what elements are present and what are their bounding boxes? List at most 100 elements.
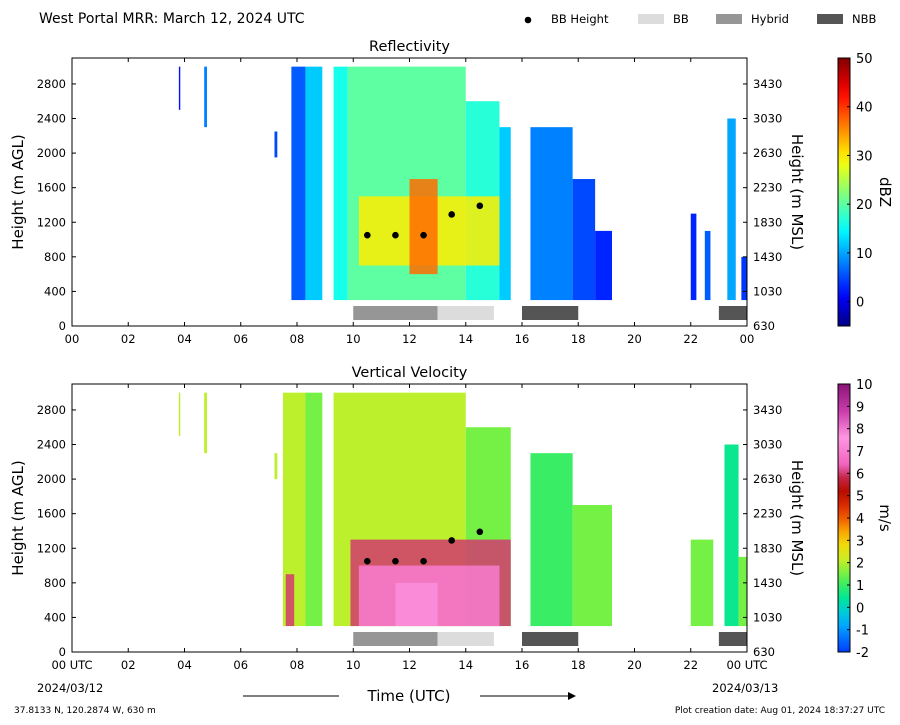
x-axis-title: Time (UTC) [367,687,451,705]
colorbar-tick-label: 3 [856,534,864,549]
colorbar-tick-label: 8 [856,423,864,438]
x-tick-label: 16 [515,658,530,672]
y-tick-label: 2400 [37,112,66,126]
colorbar-tick-label: 4 [856,512,864,527]
x-tick-label: 10 [346,658,361,672]
x-tick-label: 12 [402,658,417,672]
y-tick-label: 800 [44,250,66,264]
bb-height-point [364,557,371,565]
colorbar [837,57,851,327]
bb-height-point [476,528,484,536]
x-tick-label: 14 [458,332,473,346]
legend-nbb-swatch [817,14,843,24]
x-tick-label: 12 [402,332,417,346]
x-tick-label: 04 [177,332,192,346]
legend-nbb-label: NBB [852,12,876,26]
echo-region [724,444,739,627]
y-right-tick-label: 2230 [753,507,782,521]
bb-height-point [420,557,427,565]
echo-region [530,127,573,301]
bb-type-bar [437,306,494,320]
y-right-tick-label: 3030 [753,438,782,452]
bb-type-bar [522,632,579,646]
y-tick-label: 1200 [37,215,66,229]
legend-bb-swatch [638,14,664,24]
y-axis-right-title: Height (m MSL) [788,134,806,250]
y-right-tick-label: 1430 [753,576,782,590]
echo-field [178,392,747,646]
x-tick-label: 04 [177,658,192,672]
colorbar-tick-label: 0 [856,601,864,616]
echo-region [704,230,711,301]
bb-type-bar [718,306,747,320]
bb-type-bar [718,632,747,646]
time-axis-arrowhead [568,692,576,700]
echo-region [178,392,181,436]
echo-region [291,66,306,301]
location-label: 37.8133 N, 120.2874 W, 630 m [14,706,156,716]
y-tick-label: 800 [44,576,66,590]
figure-title: West Portal MRR: March 12, 2024 UTC [39,11,305,27]
bb-height-point [364,231,371,239]
y-right-tick-label: 1830 [753,215,782,229]
x-tick-label: 00 [740,332,755,346]
colorbar-tick-label: 10 [856,378,873,393]
x-tick-label: 20 [627,658,642,672]
y-right-tick-label: 2230 [753,181,782,195]
y-tick-label: 1600 [37,181,66,195]
echo-field [178,66,747,320]
y-tick-label: 0 [59,645,66,659]
x-tick-label: 16 [515,332,530,346]
y-tick-label: 2000 [37,146,66,160]
echo-region [274,131,278,158]
colorbar-tick-label: 2 [856,557,864,572]
y-right-tick-label: 2630 [753,146,782,160]
legend-bb-label: BB [673,12,689,26]
legend-hybrid-label: Hybrid [751,12,789,26]
echo-region [204,66,207,128]
echo-region [690,213,697,301]
echo-region [572,179,596,301]
colorbar-tick-label: -2 [856,646,869,661]
x-tick-label: 22 [683,332,698,346]
x-tick-label: 02 [121,332,136,346]
colorbar-tick-label: 20 [856,198,873,213]
bright-band-region [285,574,295,627]
x-tick-label: 06 [233,332,248,346]
y-right-tick-label: 1030 [753,610,782,624]
y-tick-label: 1200 [37,541,66,555]
x-tick-label: 08 [290,658,305,672]
bb-type-bar [522,306,579,320]
y-tick-label: 0 [59,319,66,333]
y-axis-title: Height (m AGL) [9,134,27,249]
x-tick-label: 20 [627,332,642,346]
y-tick-label: 400 [44,284,66,298]
colorbar-title: m/s [876,504,894,532]
x-tick-label: 14 [458,658,473,672]
bb-height-point [448,537,455,544]
y-right-tick-label: 3430 [753,77,782,91]
echo-region [572,505,612,627]
y-tick-label: 2400 [37,438,66,452]
creation-date-label: Plot creation date: Aug 01, 2024 18:37:2… [675,706,885,716]
x-tick-label: 18 [571,332,586,346]
y-right-tick-label: 630 [753,645,775,659]
x-tick-label: 00 [65,332,80,346]
echo-region [499,127,511,301]
echo-region [305,66,323,301]
y-tick-label: 2800 [37,403,66,417]
legend-bb-height-marker [524,16,532,24]
echo-region [741,256,747,301]
y-right-tick-label: 2630 [753,472,782,486]
y-axis-right-title: Height (m MSL) [788,460,806,576]
x-tick-label: 06 [233,658,248,672]
colorbar-tick-label: 50 [856,52,873,67]
x-tick-label: 00 UTC [726,658,767,672]
y-right-tick-label: 1030 [753,284,782,298]
y-tick-label: 2800 [37,77,66,91]
echo-region [333,66,348,301]
y-tick-label: 400 [44,610,66,624]
y-tick-label: 1600 [37,507,66,521]
